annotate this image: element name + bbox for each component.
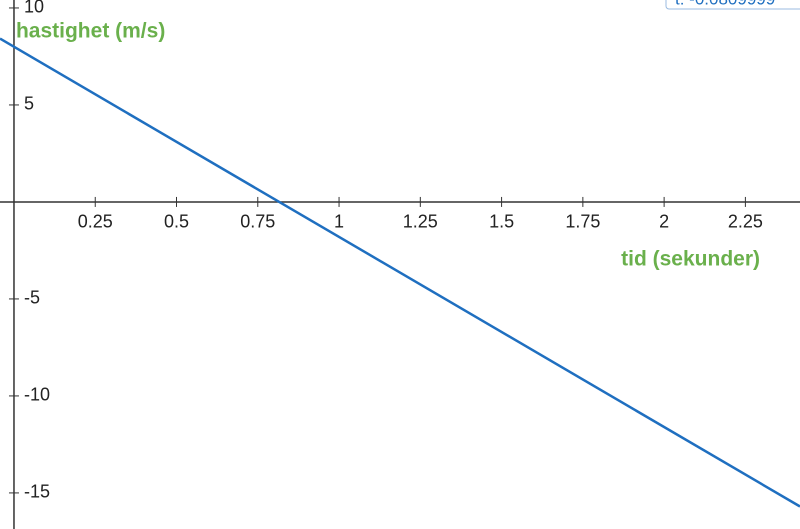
x-tick-label: 1.5 bbox=[489, 212, 514, 232]
x-tick-label: 1 bbox=[334, 212, 344, 232]
x-tick-label: 0.25 bbox=[78, 212, 113, 232]
y-tick-label: -15 bbox=[24, 482, 50, 502]
x-tick-label: 0.5 bbox=[164, 212, 189, 232]
y-tick-label: 5 bbox=[24, 94, 34, 114]
data-line bbox=[0, 37, 800, 508]
y-tick-label: -10 bbox=[24, 385, 50, 405]
x-tick-label: 0.75 bbox=[240, 212, 275, 232]
y-tick-label: -5 bbox=[24, 288, 40, 308]
x-tick-label: 1.75 bbox=[565, 212, 600, 232]
y-tick-label: 10 bbox=[24, 0, 44, 17]
annotation: t: -0.0809999 bbox=[675, 0, 775, 8]
annotation-box bbox=[665, 0, 800, 10]
x-tick-label: 1.25 bbox=[403, 212, 438, 232]
x-tick-label: 2.25 bbox=[728, 212, 763, 232]
x-axis-title: tid (sekunder) bbox=[621, 248, 760, 271]
x-tick-label: 2 bbox=[659, 212, 669, 232]
y-axis-title: hastighet (m/s) bbox=[16, 20, 165, 43]
